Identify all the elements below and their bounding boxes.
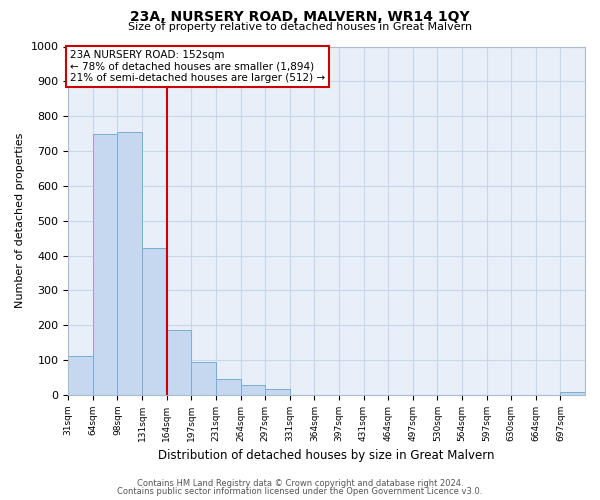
Bar <box>167 330 191 395</box>
X-axis label: Distribution of detached houses by size in Great Malvern: Distribution of detached houses by size … <box>158 450 495 462</box>
Bar <box>216 378 241 395</box>
Y-axis label: Number of detached properties: Number of detached properties <box>15 133 25 308</box>
Bar <box>142 248 167 395</box>
Bar <box>191 362 216 395</box>
Bar <box>560 392 585 395</box>
Bar <box>118 132 142 395</box>
Bar <box>68 356 93 395</box>
Bar <box>93 134 118 395</box>
Bar <box>241 386 265 395</box>
Text: Contains HM Land Registry data © Crown copyright and database right 2024.: Contains HM Land Registry data © Crown c… <box>137 478 463 488</box>
Text: Size of property relative to detached houses in Great Malvern: Size of property relative to detached ho… <box>128 22 472 32</box>
Text: 23A NURSERY ROAD: 152sqm
← 78% of detached houses are smaller (1,894)
21% of sem: 23A NURSERY ROAD: 152sqm ← 78% of detach… <box>70 50 325 83</box>
Bar <box>265 389 290 395</box>
Text: 23A, NURSERY ROAD, MALVERN, WR14 1QY: 23A, NURSERY ROAD, MALVERN, WR14 1QY <box>130 10 470 24</box>
Text: Contains public sector information licensed under the Open Government Licence v3: Contains public sector information licen… <box>118 487 482 496</box>
